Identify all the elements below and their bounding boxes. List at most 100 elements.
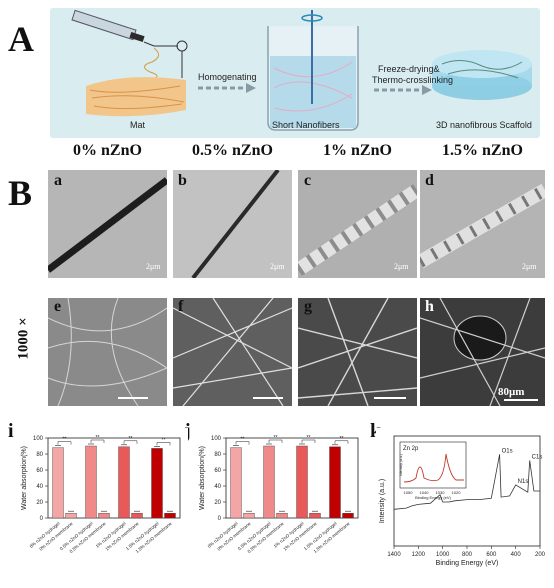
scale-label-h: 80μm [498,386,525,398]
chart-i-ylabel: Water absorption(%) [21,446,28,510]
chart-i-sig-label-2: ** [129,436,133,442]
sublabel-a: a [54,172,62,189]
chart-k-xtick-label-2: 1000 [436,552,450,558]
chart-j-sig-bracket-0 [235,441,250,445]
chart-j-ytick-label-2: 40 [214,484,221,490]
chart-i-ytick-label-0: 0 [40,516,44,522]
sem-image-e [48,298,167,406]
chart-i-bar-7 [164,512,176,519]
chart-k-spectrum-line [393,454,540,510]
sublabel-e: e [54,298,62,315]
label-mat: Mat [130,120,146,130]
column-title-1: 0.5% nZnO [192,142,273,159]
chart-k-letter: k [370,420,382,442]
column-title-0: 0% nZnO [73,142,142,159]
chart-j-sig-label-1: ** [274,435,278,441]
sem-image-g [298,298,417,406]
chart-i-sig-bracket-2 [123,440,138,444]
chart-j-ylabel: Water absorption(%) [199,446,206,510]
chart-j-bar-3 [276,512,288,519]
tem-image-a [48,170,167,278]
sem-image-h [420,298,545,406]
chart-i-bar-5 [131,512,143,519]
chart-k-inset-title: Zn 2p [403,446,419,452]
chart-k-xtick-label-6: 200 [535,552,546,558]
chart-j-bar-7 [342,512,354,519]
chart-k-inset-xtick-3: 1020 [452,490,462,495]
chart-k-inset-ylabel: Intensity (a.u.) [399,454,403,476]
chart-k-peak-label-1: N1s [518,479,529,485]
chart-j-bar-4 [296,445,308,519]
chart-k-xlabel: Binding Energy (eV) [436,560,499,567]
chart-i-letter: i [8,420,14,442]
chart-i-ytick-label-2: 40 [36,484,43,490]
chart-k-peak-label-0: O1s [502,448,513,454]
chart-i-bar-6 [151,448,163,519]
chart-i-bar-2 [85,445,97,519]
label-thermo-crosslinking: Thermo-crosslinking [372,75,454,85]
chart-k-inset-xtick-1: 1040 [420,490,430,495]
chart-i-ytick-label-1: 20 [36,500,43,506]
tem-image-b [173,170,292,278]
scale-label-a: 2μm [146,262,161,271]
column-title-2: 1% nZnO [323,142,392,159]
chart-i-bar-4 [118,446,130,519]
chart-j-sig-bracket-3 [334,440,349,444]
chart-k-xtick-label-5: 400 [511,552,522,558]
chart-i-sig-label-0: ** [63,437,67,443]
chart-j-sig-label-3: ** [340,436,344,442]
label-short-nanofibers: Short Nanofibers [272,120,340,130]
label-freeze-drying: Freeze-drying& [378,64,440,74]
scale-label-c: 2μm [394,262,409,271]
chart-i-sig-label-1: ** [96,435,100,441]
sublabel-h: h [425,298,434,315]
panel-a-schematic: Mat Homogenating Short Nanofibers Freeze… [50,8,540,138]
scale-label-d: 2μm [522,262,537,271]
chart-i-bar-0 [52,447,64,519]
chart-j-bar-0 [230,447,242,519]
chart-i-sig-label-3: ** [162,437,166,443]
chart-i-sig-bracket-1 [90,439,105,443]
chart-i-ytick-label-5: 100 [33,436,44,442]
chart-j-bar-6 [329,446,341,519]
scaffold-illustration [432,50,532,100]
power-source-icon [176,40,188,52]
chart-j-ytick-label-4: 80 [214,452,221,458]
chart-j-sig-label-2: ** [307,435,311,441]
chart-i-sig-bracket-3 [156,442,171,446]
chart-k-peak-label-2: C1s [532,454,543,460]
chart-j-ytick-label-1: 20 [214,500,221,506]
chart-j-sig-bracket-1 [268,439,283,443]
chart-j-bar-5 [309,512,321,519]
chart-j-plot-frame [225,437,359,519]
beaker-illustration [267,10,359,131]
column-title-3: 1.5% nZnO [442,142,523,159]
magnification-label: 1000 × [15,317,32,360]
sem-image-f [173,298,292,406]
chart-j-ytick-label-3: 60 [214,468,221,474]
chart-k-xtick-label-3: 800 [462,552,473,558]
chart-j-ytick-label-5: 100 [211,436,222,442]
chart-i-sig-bracket-0 [57,441,72,445]
chart-k-inset-xtick-2: 1030 [436,490,446,495]
panel-b-letter: B [8,173,33,213]
tem-image-c [298,170,417,278]
syringe-icon [71,9,155,47]
chart-j-sig-label-0: ** [241,437,245,443]
mat-illustration [86,77,186,117]
sublabel-f: f [178,298,184,315]
chart-k-inset-fit-line [403,453,464,483]
chart-i-ytick-label-3: 60 [36,468,43,474]
panel-a-letter: A [8,19,34,59]
chart-k: 1400 1200 1000 800 600 400 200 Binding Energy (… [376,428,548,578]
schematic-drawing [71,9,532,131]
chart-i-ytick-label-4: 80 [36,452,43,458]
chart-k-ylabel: Intensity (a.u.) [379,479,386,523]
sublabel-g: g [304,298,312,315]
chart-i-plot-frame [47,437,181,519]
chart-i-bar-1 [65,512,77,519]
label-homogenating: Homogenating [198,72,257,82]
chart-k-xtick-label-0: 1400 [387,552,401,558]
label-scaffold: 3D nanofibrous Scaffold [436,120,532,130]
